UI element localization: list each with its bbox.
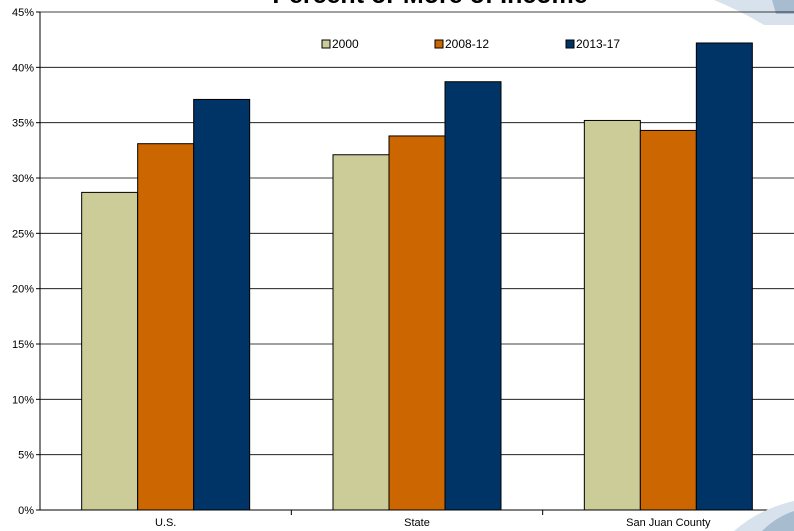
y-tick-label: 15%	[12, 339, 34, 351]
legend-swatch	[434, 39, 444, 49]
bar	[444, 81, 502, 511]
x-tick-label: U.S.	[155, 517, 176, 529]
y-tick-label: 0%	[18, 505, 34, 517]
bar	[639, 129, 697, 511]
y-tick-label: 25%	[12, 228, 34, 240]
bar	[332, 154, 390, 511]
y-tick-label: 35%	[12, 118, 34, 130]
corner-decoration-bottom	[734, 501, 794, 531]
y-tick-label: 10%	[12, 394, 34, 406]
x-tick-label: State	[404, 517, 430, 529]
bar	[193, 98, 251, 511]
bar	[81, 191, 139, 511]
bar	[137, 143, 195, 511]
x-tick-label: San Juan County	[626, 517, 711, 529]
bar	[388, 135, 446, 511]
y-tick-label: 5%	[18, 450, 34, 462]
bar	[695, 42, 753, 511]
legend-label: 2013-17	[576, 37, 620, 51]
bar	[583, 119, 641, 511]
legend-swatch	[321, 39, 331, 49]
y-tick-label: 30%	[12, 173, 34, 185]
y-tick-label: 40%	[12, 62, 34, 74]
chart-title: Percent or More of Income	[150, 0, 710, 10]
legend-label: 2008-12	[445, 37, 489, 51]
y-tick-label: 45%	[12, 7, 34, 19]
legend-label: 2000	[332, 37, 359, 51]
legend-swatch	[565, 39, 575, 49]
y-tick-label: 20%	[12, 284, 34, 296]
corner-decoration-top	[714, 0, 794, 25]
